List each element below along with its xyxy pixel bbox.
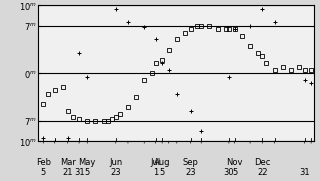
Text: Sep: Sep [183, 158, 199, 167]
Text: Jun: Jun [109, 158, 122, 167]
Text: Feb: Feb [36, 158, 51, 167]
Text: 23: 23 [185, 168, 196, 177]
Text: 5: 5 [160, 168, 165, 177]
Text: 23: 23 [110, 168, 121, 177]
Text: 5: 5 [232, 168, 237, 177]
Text: 31: 31 [74, 168, 84, 177]
Text: Aug: Aug [154, 158, 171, 167]
Text: 5: 5 [41, 168, 46, 177]
Text: Jul: Jul [150, 158, 161, 167]
Text: May: May [79, 158, 96, 167]
Text: Dec: Dec [254, 158, 270, 167]
Text: 31: 31 [299, 168, 310, 177]
Text: 22: 22 [257, 168, 268, 177]
Text: 1: 1 [153, 168, 158, 177]
Text: 21: 21 [62, 168, 73, 177]
Text: 5: 5 [84, 168, 90, 177]
Text: 30: 30 [224, 168, 234, 177]
Text: Nov: Nov [226, 158, 243, 167]
Text: Mar: Mar [60, 158, 76, 167]
